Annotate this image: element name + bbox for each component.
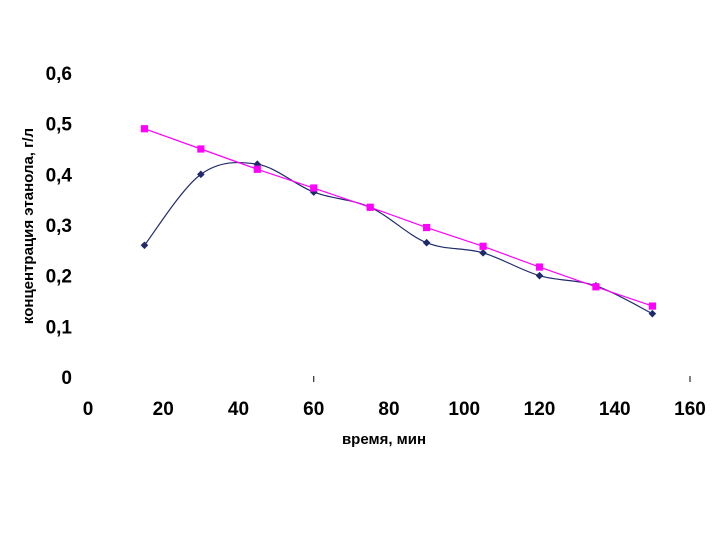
series-1-point [253, 160, 262, 168]
series-2-point [592, 283, 600, 291]
x-axis-title: время, мин [342, 431, 426, 448]
series-2-point [366, 203, 374, 211]
y-tick-label: 0,6 [46, 64, 72, 85]
series-2-line [144, 128, 653, 307]
x-tick-label: 160 [674, 399, 706, 420]
y-tick-label: 0,3 [46, 216, 72, 237]
x-axis-tick-marks [313, 376, 691, 382]
y-tick-label: 0,4 [46, 165, 73, 186]
y-tick-label: 0,1 [46, 317, 73, 338]
series-1-point [309, 188, 318, 196]
series-2-point [310, 184, 318, 192]
x-tick-label: 60 [303, 399, 324, 420]
series-1-point [535, 271, 544, 280]
series-2-point [253, 165, 261, 173]
series-1-point [648, 309, 657, 318]
x-axis-tick-labels: 0 20 40 60 80 100 120 140 160 [83, 399, 706, 420]
x-tick-label: 140 [599, 399, 631, 420]
series-1-point [197, 170, 205, 179]
x-tick-label: 120 [524, 399, 556, 420]
series-2-point [648, 302, 656, 310]
x-tick-label: 100 [448, 399, 480, 420]
series-2-point [535, 263, 544, 271]
series-1-point [140, 241, 149, 250]
series-layer [140, 125, 657, 318]
x-tick-label: 20 [153, 399, 174, 420]
series-2-point [197, 145, 205, 153]
series-2-point [479, 242, 487, 250]
y-tick-label: 0,2 [46, 267, 72, 288]
series-2-point [423, 223, 431, 232]
x-tick-label: 0 [83, 399, 94, 420]
x-tick-label: 40 [228, 399, 249, 420]
series-1-point [479, 249, 487, 257]
y-axis-tick-labels: 0 0,1 0,2 0,3 0,4 0,5 0,6 [46, 64, 73, 389]
series-1-line [143, 161, 653, 315]
y-axis-title: концентрация этанола, г/л [20, 128, 37, 324]
series-1-point [422, 238, 431, 247]
y-tick-label: 0 [61, 368, 72, 389]
y-tick-label: 0,5 [46, 115, 73, 136]
x-tick-label: 80 [378, 399, 399, 420]
series-2-point [140, 125, 149, 133]
